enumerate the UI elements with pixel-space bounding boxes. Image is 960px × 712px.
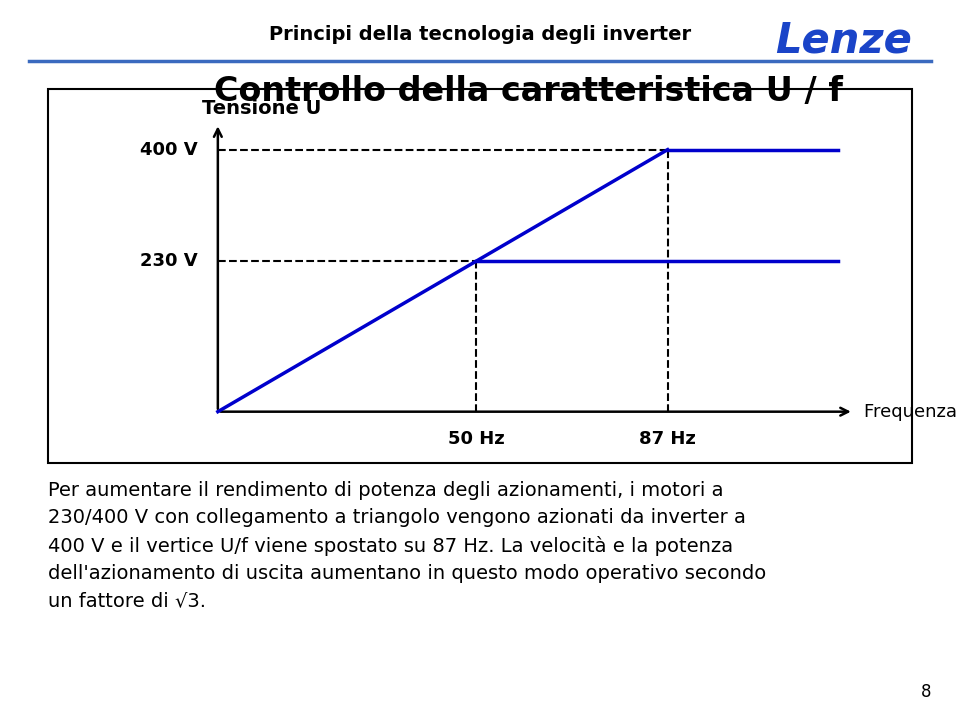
Text: 87 Hz: 87 Hz [639, 430, 696, 448]
Text: Principi della tecnologia degli inverter: Principi della tecnologia degli inverter [269, 25, 691, 44]
Text: 400 V: 400 V [139, 141, 197, 159]
Text: Frequenza f: Frequenza f [864, 403, 960, 421]
Text: Controllo della caratteristica U / f: Controllo della caratteristica U / f [213, 75, 843, 108]
Text: Tensione U: Tensione U [203, 99, 322, 118]
Text: 50 Hz: 50 Hz [448, 430, 505, 448]
Text: 8: 8 [921, 684, 931, 701]
Text: Per aumentare il rendimento di potenza degli azionamenti, i motori a
230/400 V c: Per aumentare il rendimento di potenza d… [48, 481, 766, 610]
Text: 230 V: 230 V [139, 252, 197, 270]
Text: Lenze: Lenze [775, 20, 912, 62]
